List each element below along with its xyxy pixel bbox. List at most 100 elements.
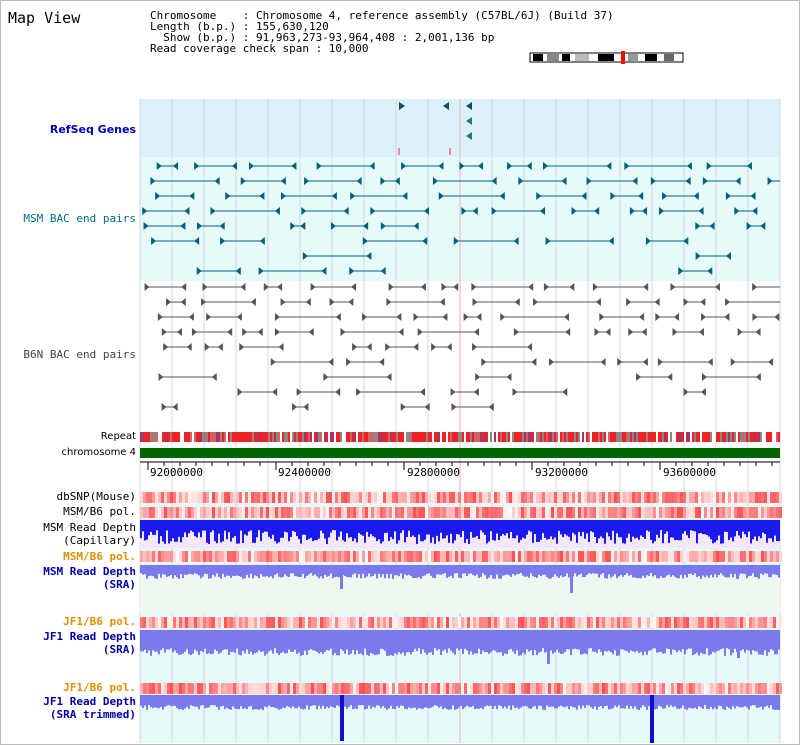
jf1-trimmed-depth [362,695,364,706]
track-label-msm-depth-sra[interactable]: MSM Read Depth [43,565,136,578]
jf1-b6-pol-strip [380,617,383,628]
dbsnp-strip [332,492,335,503]
msm-capillary-depth [320,520,322,531]
repeat-segment [380,432,382,442]
msm-capillary-depth [544,520,546,538]
track-label-dbsnp[interactable]: dbSNP(Mouse) [56,490,136,503]
track-label-jf1-b6-pol-1[interactable]: JF1/B6 pol. [63,615,136,628]
msm-bac-pair-end [220,237,226,245]
jf1-b6-pol-strip [158,617,161,628]
track-label-msm-b6-pol-1[interactable]: MSM/B6 pol. [63,505,136,518]
jf1-trimmed-depth [768,695,770,708]
repeat-segment [536,432,538,442]
msm-capillary-depth [356,520,358,543]
repeat-segment [382,432,384,442]
msm-bac-pair-end [518,177,524,185]
dbsnp-strip [488,492,491,503]
msm-b6-pol-strip-2 [212,551,215,562]
msm-capillary-depth [286,520,288,533]
dbsnp-strip [674,492,677,503]
msm-b6-pol-strip-2 [209,551,212,562]
jf1-sra-depth [348,630,350,655]
jf1-sra-depth [284,630,286,654]
repeat-segment [566,432,568,442]
msm-capillary-depth [244,520,246,535]
msm-capillary-depth [170,520,172,542]
jf1-trimmed-depth [272,695,274,707]
b6n-bac-pair-end [533,298,539,306]
jf1-b6-pol-strip-2 [206,683,209,694]
repeat-segment [608,432,610,442]
msm-b6-pol-strip [446,507,449,518]
jf1-trimmed-depth [540,695,542,706]
repeat-segment [760,432,762,442]
repeat-segment [406,432,408,442]
repeat-segment [730,432,732,442]
jf1-trimmed-depth [528,695,530,709]
msm-b6-pol-strip [566,507,569,518]
msm-bac-pair-end [624,162,630,170]
jf1-trimmed-depth [292,695,294,707]
track-label-repeat[interactable]: Repeat [100,431,136,442]
jf1-trimmed-depth [344,695,346,707]
jf1-trimmed-depth [572,695,574,708]
msm-capillary-depth [454,520,456,541]
msm-b6-pol-strip-2 [140,551,143,562]
dbsnp-strip [452,492,455,503]
jf1-b6-pol-strip-2 [593,683,596,694]
msm-b6-pol-strip [200,507,203,518]
msm-b6-pol-strip [563,507,566,518]
msm-b6-pol-strip-2 [731,551,734,562]
track-label-jf1-b6-pol-2[interactable]: JF1/B6 pol. [63,681,136,694]
jf1-sra-depth [354,630,356,655]
msm-b6-pol-strip [521,507,524,518]
repeat-segment [742,432,744,442]
jf1-b6-pol-strip [293,617,296,628]
jf1-trimmed-depth [222,695,224,707]
msm-b6-pol-strip [278,507,281,518]
repeat-segment [548,432,550,442]
jf1-trimmed-depth [180,695,182,710]
msm-b6-pol-strip [461,507,464,518]
msm-capillary-depth [258,520,260,531]
jf1-trimmed-depth [570,695,572,707]
msm-sra-depth [206,565,208,575]
track-label-b6n-bac[interactable]: B6N BAC end pairs [23,348,136,361]
msm-capillary-depth [502,520,504,535]
jf1-sra-depth [678,630,680,651]
jf1-b6-pol-strip-2 [158,683,161,694]
track-label-jf1-depth-sra[interactable]: JF1 Read Depth [43,630,136,643]
track-label-msm-b6-pol-2[interactable]: MSM/B6 pol. [63,550,136,563]
dbsnp-strip [296,492,299,503]
track-label-chromosome[interactable]: chromosome 4 [61,447,136,458]
jf1-sra-depth [336,630,338,656]
repeat-segment [772,432,774,442]
jf1-b6-pol-strip-2 [320,683,323,694]
msm-capillary-depth [714,520,716,543]
jf1-sra-depth [532,630,534,656]
jf1-b6-pol-strip-2 [767,683,770,694]
jf1-sra-depth [238,630,240,655]
track-label-msm-bac[interactable]: MSM BAC end pairs [23,212,136,225]
track-label-jf1-depth-trimmed[interactable]: JF1 Read Depth [43,695,136,708]
jf1-sra-depth [562,630,564,654]
msm-sra-depth [296,565,298,577]
jf1-trimmed-depth [512,695,514,706]
b6n-bac-pair-end [657,358,663,366]
msm-bac-pair-end [380,267,386,275]
b6n-bac-pair-end [329,298,335,306]
msm-sra-depth [168,565,170,577]
jf1-sra-depth [612,630,614,655]
jf1-b6-pol-strip-2 [755,683,758,694]
b6n-bac-pair-end [161,403,167,411]
gene-marker [398,148,400,155]
repeat-segment [516,432,518,442]
repeat-segment [164,432,166,442]
dbsnp-strip [632,492,635,503]
jf1-b6-pol-strip-2 [419,683,422,694]
jf1-b6-pol-strip [296,617,299,628]
jf1-trimmed-depth [240,695,242,707]
track-label-refseq[interactable]: RefSeq Genes [49,123,136,136]
track-label-msm-depth-capillary[interactable]: MSM Read Depth [43,521,136,534]
